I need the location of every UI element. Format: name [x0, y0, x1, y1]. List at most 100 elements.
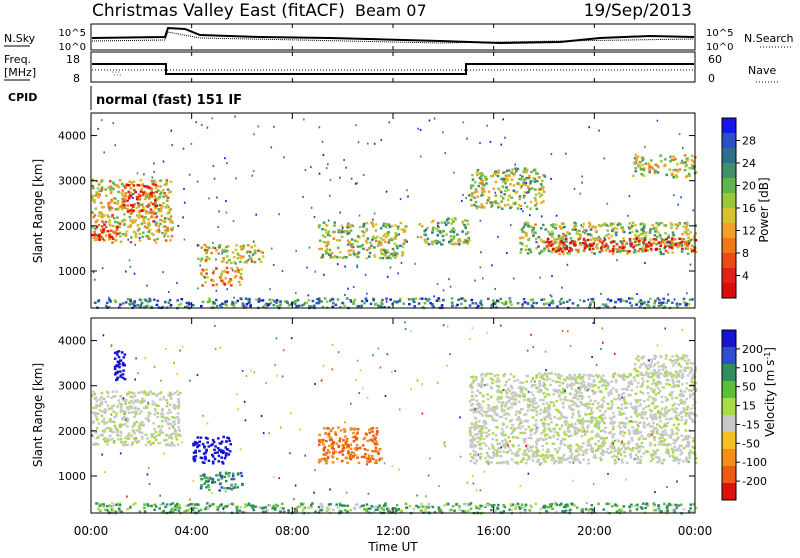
velocity-cell: [335, 433, 338, 435]
velocity-cell: [615, 381, 618, 383]
velocity-cell: [102, 434, 105, 436]
power-cell: [637, 156, 640, 158]
velocity-cell: [342, 439, 345, 441]
power-cell: [404, 239, 407, 241]
velocity-cell: [598, 445, 601, 447]
velocity-cell: [207, 486, 210, 488]
velocity-cell: [116, 431, 119, 433]
velocity-cell: [109, 427, 112, 429]
power-cell: [653, 302, 656, 304]
velocity-cell: [540, 462, 543, 464]
power-cell: [518, 198, 521, 200]
velocity-cell: [572, 412, 575, 414]
velocity-cell: [92, 443, 95, 445]
velocity-cell: [538, 372, 541, 374]
velocity-cell: [662, 414, 665, 416]
velocity-cell: [642, 438, 645, 440]
power-cell: [645, 163, 648, 165]
power-speckle: [506, 170, 508, 172]
power-colorbar-label: Power [dB]: [757, 177, 771, 242]
power-cell: [685, 226, 688, 228]
velocity-cell: [155, 404, 158, 406]
power-speckle: [355, 124, 357, 126]
power-cell: [120, 192, 123, 194]
power-cell: [463, 224, 466, 226]
power-cell: [620, 250, 623, 252]
power-cell: [375, 223, 378, 225]
power-cell: [547, 230, 550, 232]
power-cell: [128, 197, 131, 199]
velocity-cell: [665, 399, 668, 401]
velocity-cell: [516, 410, 519, 412]
velocity-cell: [600, 459, 603, 461]
power-speckle: [130, 266, 132, 268]
power-cell: [295, 305, 298, 307]
velocity-cell: [549, 384, 552, 386]
velocity-cell: [654, 453, 657, 455]
power-speckle: [450, 286, 452, 288]
velocity-cell: [532, 394, 535, 396]
power-cell: [458, 238, 461, 240]
power-cell: [110, 191, 113, 193]
velocity-cell: [564, 444, 567, 446]
power-speckle: [435, 240, 437, 242]
velocity-cell: [527, 409, 530, 411]
power-cell: [139, 299, 142, 301]
power-cell: [418, 223, 421, 225]
velocity-cell: [202, 461, 205, 463]
velocity-cell: [488, 447, 491, 449]
power-cell: [188, 302, 191, 304]
cpid-label: CPID: [8, 91, 37, 104]
power-speckle: [189, 174, 191, 176]
power-cell: [262, 299, 265, 301]
power-cell: [534, 197, 537, 199]
power-cell: [691, 245, 694, 247]
velocity-cell: [540, 419, 543, 421]
velocity-cell: [600, 390, 603, 392]
velocity-cell: [208, 445, 211, 447]
velocity-cell: [502, 461, 505, 463]
velocity-cell: [364, 453, 367, 455]
power-cell: [671, 241, 674, 243]
power-cell: [255, 298, 258, 300]
power-speckle: [315, 271, 317, 273]
power-cell: [653, 305, 656, 307]
velocity-cell: [656, 431, 659, 433]
power-speckle: [668, 241, 670, 243]
velocity-cell: [177, 407, 180, 409]
velocity-cell: [486, 452, 489, 454]
velocity-cell: [364, 437, 367, 439]
power-speckle: [686, 292, 688, 294]
power-cell: [399, 298, 402, 300]
power-cell: [150, 192, 153, 194]
power-cell: [224, 277, 227, 279]
velocity-cell: [678, 394, 681, 396]
power-speckle: [506, 252, 508, 254]
velocity-cell: [140, 424, 143, 426]
velocity-cell: [218, 460, 221, 462]
velocity-cell: [319, 459, 322, 461]
power-cell: [568, 250, 571, 252]
velocity-cell: [607, 382, 610, 384]
velocity-cell: [675, 397, 678, 399]
velocity-cell: [564, 431, 567, 433]
power-speckle: [502, 118, 504, 120]
velocity-cell: [469, 453, 472, 455]
velocity-cell: [666, 422, 669, 424]
power-cell: [515, 170, 518, 172]
power-cell: [639, 162, 642, 164]
velocity-cell: [653, 439, 656, 441]
power-speckle: [550, 178, 552, 180]
power-cell: [206, 276, 209, 278]
velocity-cell: [682, 395, 685, 397]
power-speckle: [372, 219, 374, 221]
power-cell: [680, 162, 683, 164]
power-cell: [689, 167, 692, 169]
power-cell: [622, 299, 625, 301]
velocity-cell: [519, 432, 522, 434]
velocity-cell: [669, 444, 672, 446]
power-cell: [661, 302, 664, 304]
power-speckle: [255, 214, 257, 216]
power-speckle: [322, 141, 324, 143]
